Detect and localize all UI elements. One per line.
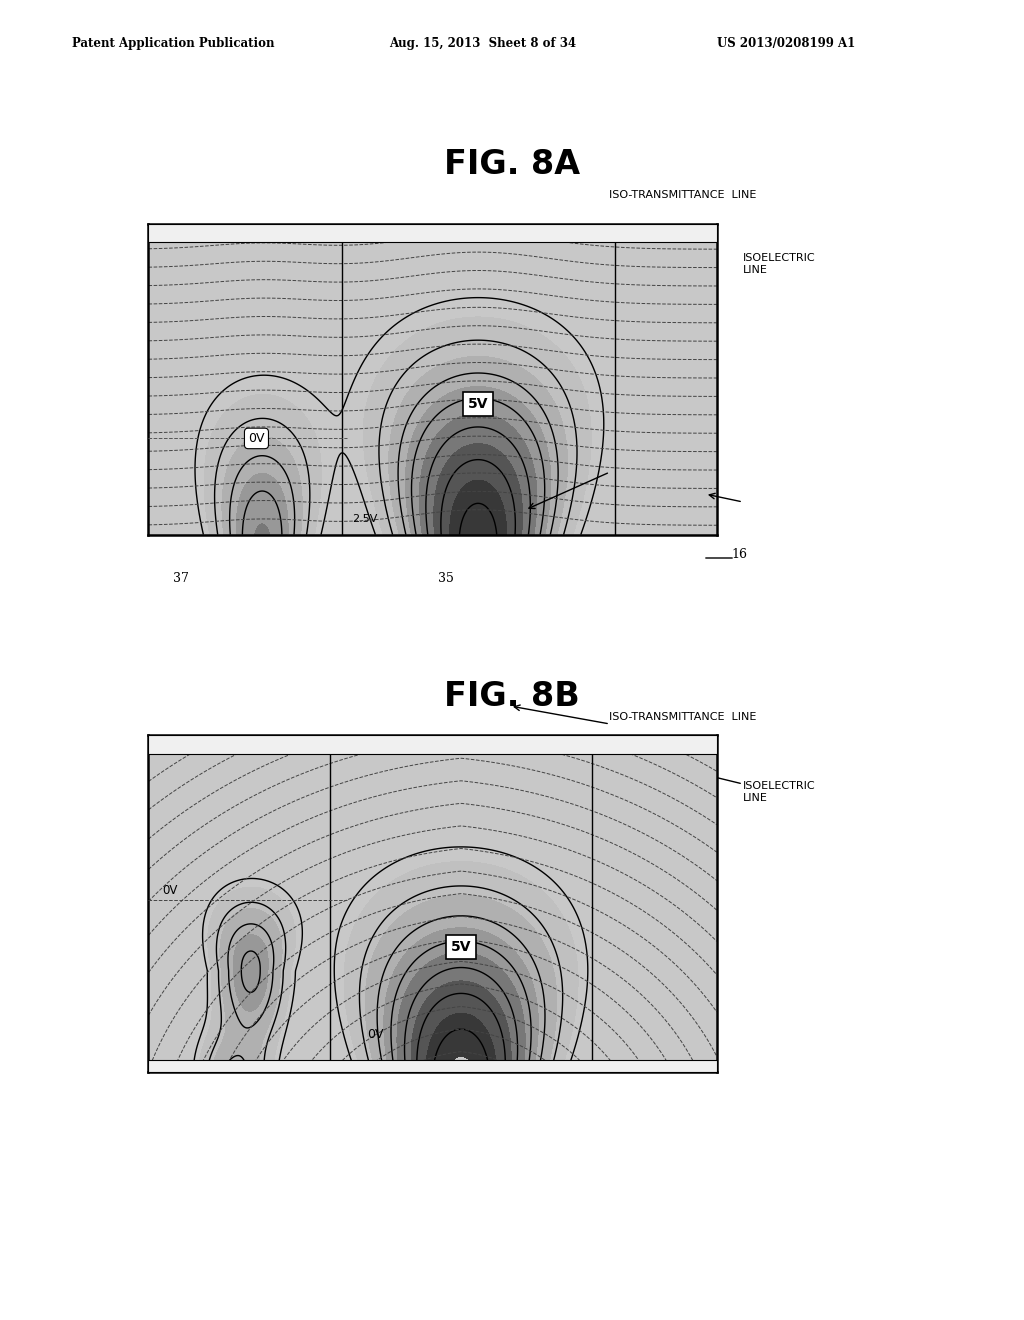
Text: 5V: 5V <box>451 940 471 954</box>
Bar <box>148 735 717 754</box>
Text: 0V: 0V <box>248 432 265 445</box>
Text: 37: 37 <box>173 572 189 585</box>
Text: 35: 35 <box>437 572 454 585</box>
Bar <box>148 1060 717 1072</box>
Text: Patent Application Publication: Patent Application Publication <box>72 37 274 50</box>
Text: ISO-TRANSMITTANCE  LINE: ISO-TRANSMITTANCE LINE <box>609 711 757 722</box>
Text: Aug. 15, 2013  Sheet 8 of 34: Aug. 15, 2013 Sheet 8 of 34 <box>389 37 577 50</box>
Text: ISO-TRANSMITTANCE  LINE: ISO-TRANSMITTANCE LINE <box>609 190 757 201</box>
Text: 2.5V: 2.5V <box>352 513 377 524</box>
Text: ISOELECTRIC
LINE: ISOELECTRIC LINE <box>742 253 815 275</box>
Bar <box>148 224 717 242</box>
Text: 0V: 0V <box>163 883 178 896</box>
Text: ISOELECTRIC
LINE: ISOELECTRIC LINE <box>742 781 815 803</box>
Text: 0V: 0V <box>368 1028 384 1041</box>
Text: 5V: 5V <box>468 397 488 412</box>
Text: FIG. 8B: FIG. 8B <box>444 681 580 713</box>
Text: US 2013/0208199 A1: US 2013/0208199 A1 <box>717 37 855 50</box>
Text: FIG. 8A: FIG. 8A <box>444 149 580 181</box>
Text: 16: 16 <box>731 548 748 561</box>
